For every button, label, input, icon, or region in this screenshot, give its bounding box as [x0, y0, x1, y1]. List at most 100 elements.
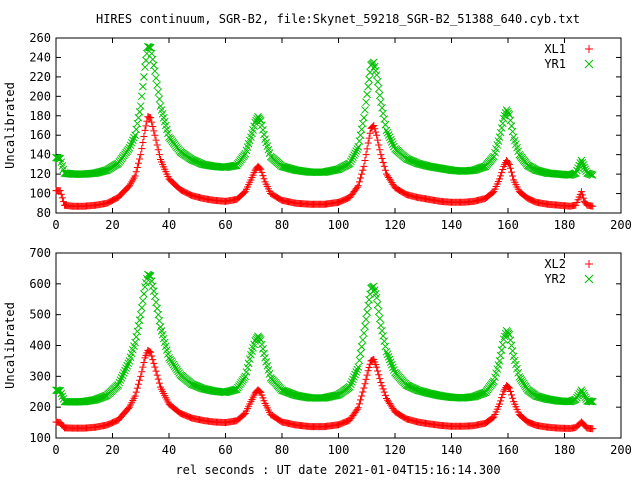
plots-group: 0 20 40 60 80 100 120 140 160 180 2008010012014016…	[3, 31, 632, 457]
data-point	[132, 168, 140, 176]
data-point	[373, 300, 382, 309]
x-tick-label: 40	[162, 218, 176, 232]
data-point	[128, 136, 137, 145]
data-point	[130, 133, 138, 142]
data-point	[571, 395, 580, 404]
data-point	[56, 187, 64, 195]
data-point	[497, 172, 505, 180]
series-YR1	[52, 42, 597, 179]
data-point	[153, 81, 161, 89]
data-point	[504, 383, 512, 391]
data-point	[125, 144, 134, 152]
data-point	[127, 138, 136, 147]
data-point	[390, 142, 398, 151]
series-XL2	[52, 346, 597, 433]
y-axis-label: Uncalibrated	[3, 82, 17, 169]
y-axis-label: Uncalibrated	[3, 302, 17, 389]
data-point	[141, 63, 149, 72]
data-point	[580, 163, 589, 172]
y-tick-label: 600	[29, 277, 51, 291]
data-point	[362, 98, 370, 107]
data-point	[379, 332, 387, 340]
data-point	[152, 367, 160, 375]
data-point	[379, 385, 387, 393]
data-point	[360, 113, 368, 122]
data-point	[114, 381, 123, 389]
y-tick-label: 700	[29, 246, 51, 260]
data-point	[578, 388, 587, 396]
data-point	[579, 161, 588, 169]
y-tick-label: 100	[29, 187, 51, 201]
data-point	[136, 155, 144, 163]
data-point	[347, 380, 355, 389]
data-point	[378, 382, 386, 390]
data-point	[119, 369, 128, 377]
data-point	[153, 141, 161, 149]
data-point	[132, 388, 140, 396]
data-point	[373, 363, 381, 371]
data-point	[345, 382, 354, 391]
data-point	[385, 133, 394, 142]
data-point	[152, 74, 160, 82]
legend-label-XL1: XL1	[544, 42, 566, 56]
data-point	[140, 358, 148, 366]
data-point	[153, 371, 161, 379]
data-point	[359, 388, 367, 396]
data-point	[365, 75, 373, 84]
data-point	[364, 367, 372, 375]
data-point	[137, 151, 145, 159]
data-point	[146, 348, 154, 356]
data-point	[497, 124, 506, 132]
data-point	[509, 394, 517, 402]
x-tick-label: 180	[554, 443, 576, 457]
data-point	[149, 122, 157, 130]
data-point	[331, 166, 340, 174]
data-point	[375, 141, 383, 149]
data-point	[152, 136, 160, 144]
data-point	[379, 158, 387, 166]
y-tick-label: 200	[29, 89, 51, 103]
y-tick-label: 300	[29, 369, 51, 383]
y-tick-label: 220	[29, 70, 51, 84]
data-point	[134, 159, 142, 167]
data-point	[149, 356, 157, 364]
data-point	[362, 151, 370, 159]
data-point	[390, 366, 398, 374]
data-point	[574, 164, 582, 172]
data-point	[579, 389, 588, 398]
series-XL1	[52, 113, 597, 210]
data-point	[580, 391, 589, 400]
y-tick-label: 160	[29, 128, 51, 142]
data-point	[358, 336, 367, 344]
data-point	[358, 170, 366, 178]
data-point	[257, 165, 265, 173]
data-point	[499, 390, 507, 398]
data-point	[374, 367, 382, 375]
data-point	[260, 349, 268, 358]
data-point	[375, 91, 384, 100]
data-point	[151, 67, 159, 75]
data-point	[258, 121, 266, 130]
data-point	[382, 126, 391, 135]
data-point	[142, 122, 150, 130]
data-point	[347, 157, 355, 166]
data-point	[362, 315, 370, 324]
data-point	[366, 68, 374, 77]
data-point	[351, 370, 359, 379]
x-tick-label: 140	[441, 218, 463, 232]
data-point	[260, 175, 268, 183]
data-point	[258, 168, 266, 176]
data-point	[357, 342, 366, 351]
data-point	[374, 136, 382, 144]
y-tick-label: 120	[29, 167, 51, 181]
data-point	[154, 375, 162, 383]
data-point	[258, 340, 266, 349]
data-point	[139, 139, 147, 147]
data-point	[349, 375, 357, 384]
data-point	[378, 155, 386, 163]
data-point	[345, 159, 354, 168]
y-tick-label: 100	[29, 431, 51, 445]
data-point	[124, 359, 133, 368]
x-tick-label: 120	[384, 443, 406, 457]
data-point	[577, 188, 585, 196]
